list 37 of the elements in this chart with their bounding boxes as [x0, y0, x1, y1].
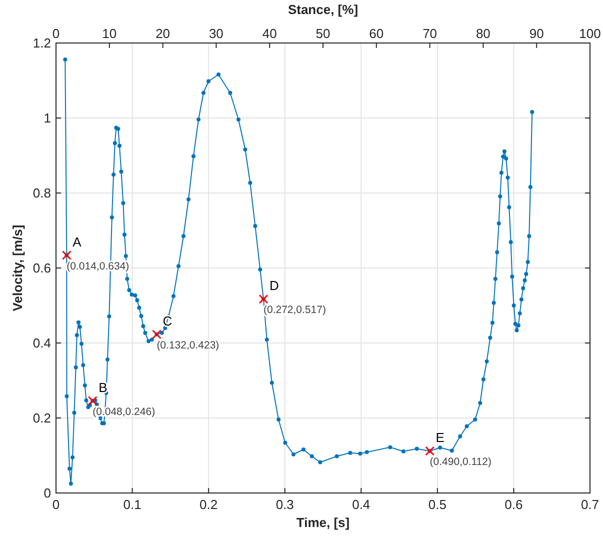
- x2-tick-label: 90: [529, 26, 544, 41]
- x-tick-label: 0.3: [276, 497, 294, 512]
- x2-tick-label: 100: [579, 26, 601, 41]
- x-tick-label: 0.5: [428, 497, 446, 512]
- y-tick-label: 0.8: [32, 186, 51, 200]
- y-tick-label: 0: [44, 486, 51, 500]
- x-tick-label: 0.6: [504, 497, 523, 512]
- annotation: A: [72, 234, 82, 250]
- x-tick-label: 0.4: [352, 497, 370, 512]
- point: [258, 294, 268, 304]
- x2-tick-label: 40: [262, 26, 277, 41]
- x2-tick-label: 30: [208, 26, 224, 41]
- annotation: E: [436, 430, 445, 445]
- x2-tick-label: 60: [369, 26, 384, 41]
- point: [62, 250, 72, 260]
- y-tick-label: 0.6: [32, 260, 51, 276]
- x2-tick-label: 50: [316, 26, 330, 41]
- x2-tick-label: 70: [422, 26, 438, 41]
- y-tick-label: 1.2: [32, 36, 51, 50]
- annotation: (0.490,0.112): [430, 456, 492, 468]
- x2-tick-label: 20: [156, 26, 170, 41]
- point: [425, 446, 435, 456]
- annotation: (0.132,0.423): [156, 339, 220, 352]
- y-tick-label: 0.2: [32, 410, 51, 426]
- x-tick-label: 0.7: [580, 497, 600, 512]
- x-tick-label: 0.1: [123, 497, 142, 512]
- x-tick-label: 0.2: [200, 497, 218, 512]
- x2-tick-label: 10: [102, 26, 117, 41]
- annotation: D: [269, 278, 279, 294]
- point: [152, 330, 162, 340]
- point: [88, 396, 98, 406]
- y-axis-title: Velocity, [m/s]: [10, 224, 25, 312]
- x-axis-title: Time, [s]: [296, 515, 350, 530]
- x2-tick-label: 80: [476, 26, 490, 41]
- y-tick-label: 0.4: [32, 336, 51, 350]
- x2-axis-title: Stance, [%]: [288, 2, 358, 17]
- y-tick-label: 1: [44, 110, 51, 126]
